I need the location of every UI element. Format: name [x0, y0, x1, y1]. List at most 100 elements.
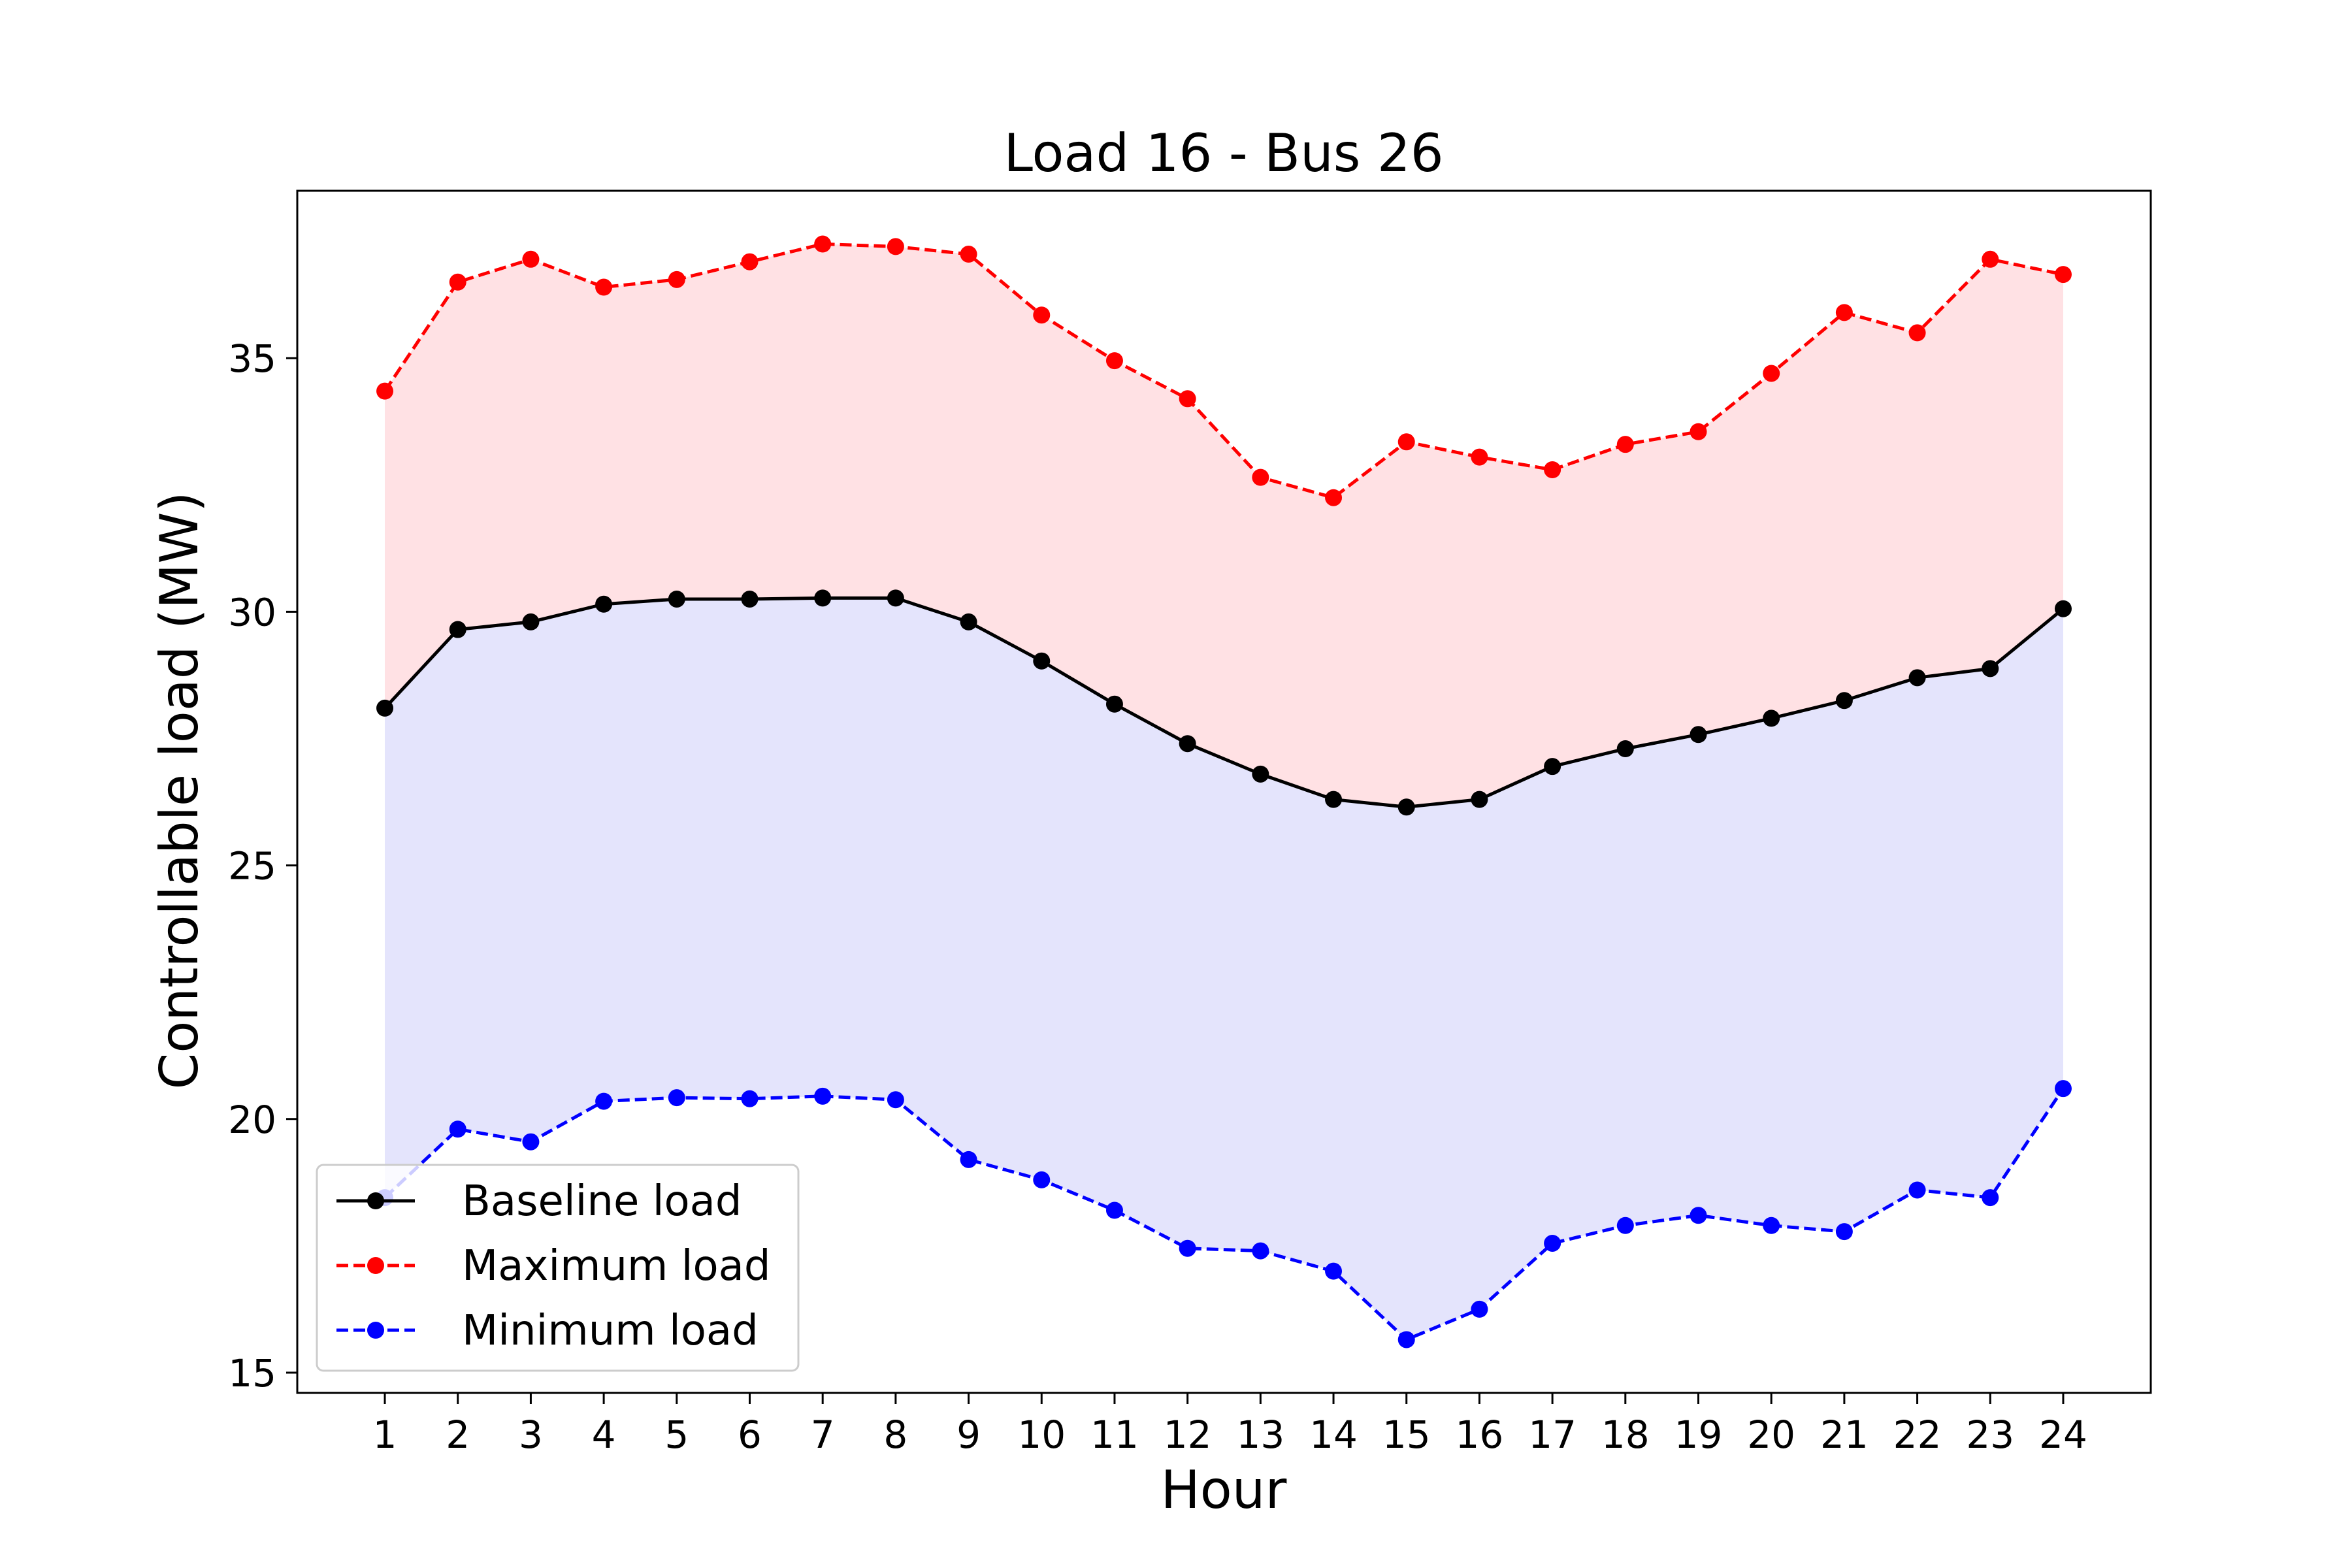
- point-maximum-load-12: [1179, 390, 1196, 408]
- point-maximum-load-10: [1033, 306, 1051, 324]
- x-tick-label-23: 23: [1966, 1413, 2014, 1457]
- point-maximum-load-17: [1544, 461, 1561, 479]
- legend-box: [316, 1164, 800, 1372]
- point-baseline-load-14: [1325, 791, 1343, 808]
- series-line-baseline-load: [384, 596, 2065, 809]
- x-axis-ticks: 1 2 3 4 5 6 7 8 9 10 11 12 13 14 15 16 17 18 19 20 21 22 23 24: [373, 1393, 2087, 1457]
- point-minimum-load-16: [1471, 1300, 1488, 1318]
- legend-entry-minimum-load: Minimum load: [336, 1307, 759, 1355]
- point-minimum-load-23: [1982, 1189, 1999, 1207]
- legend: Baseline load Maximum load Minimum load: [316, 1164, 800, 1372]
- x-tick-label-8: 8: [883, 1413, 907, 1457]
- point-maximum-load-22: [1908, 324, 1926, 342]
- x-tick-label-21: 21: [1820, 1413, 1869, 1457]
- point-maximum-load-9: [960, 246, 977, 263]
- point-baseline-load-20: [1763, 710, 1780, 727]
- x-tick-label-6: 6: [738, 1413, 762, 1457]
- fill-regions: [385, 244, 2063, 1340]
- point-minimum-load-3: [522, 1133, 540, 1151]
- point-minimum-load-20: [1763, 1217, 1780, 1234]
- point-minimum-load-24: [2054, 1080, 2072, 1098]
- point-baseline-load-12: [1179, 735, 1196, 753]
- point-minimum-load-8: [887, 1091, 904, 1109]
- point-baseline-load-4: [595, 595, 613, 613]
- point-baseline-load-19: [1690, 726, 1707, 743]
- point-maximum-load-20: [1763, 365, 1780, 382]
- point-minimum-load-14: [1325, 1262, 1343, 1280]
- point-baseline-load-6: [741, 590, 759, 608]
- x-tick-label-24: 24: [2039, 1413, 2087, 1457]
- point-baseline-load-17: [1544, 758, 1561, 776]
- x-tick-label-7: 7: [811, 1413, 835, 1457]
- point-minimum-load-11: [1105, 1201, 1123, 1219]
- series-line-minimum-load: [384, 1087, 2065, 1341]
- x-tick-label-4: 4: [592, 1413, 616, 1457]
- x-tick-label-18: 18: [1601, 1413, 1650, 1457]
- x-tick-label-19: 19: [1674, 1413, 1723, 1457]
- x-tick-label-11: 11: [1090, 1413, 1139, 1457]
- x-tick-label-12: 12: [1164, 1413, 1212, 1457]
- point-maximum-load-3: [522, 250, 540, 268]
- point-minimum-load-19: [1690, 1207, 1707, 1224]
- point-minimum-load-15: [1397, 1331, 1415, 1348]
- y-tick-label-20: 20: [228, 1098, 276, 1142]
- point-baseline-load-10: [1033, 652, 1051, 670]
- point-maximum-load-2: [449, 273, 466, 291]
- point-minimum-load-22: [1908, 1181, 1926, 1199]
- fill-region-1: [385, 598, 2063, 1340]
- y-tick-label-30: 30: [228, 590, 276, 634]
- point-maximum-load-16: [1471, 448, 1488, 466]
- point-maximum-load-5: [668, 270, 685, 288]
- point-minimum-load-9: [960, 1151, 977, 1168]
- point-baseline-load-1: [376, 699, 394, 717]
- point-minimum-load-17: [1544, 1234, 1561, 1252]
- x-tick-label-2: 2: [446, 1413, 470, 1457]
- point-minimum-load-7: [814, 1087, 832, 1105]
- point-baseline-load-5: [668, 590, 685, 608]
- point-baseline-load-7: [814, 589, 832, 607]
- point-baseline-load-18: [1616, 740, 1634, 758]
- point-baseline-load-22: [1908, 669, 1926, 687]
- point-baseline-load-15: [1397, 798, 1415, 816]
- x-tick-label-20: 20: [1747, 1413, 1795, 1457]
- legend-entry-baseline-load: Baseline load: [336, 1177, 742, 1226]
- x-tick-label-17: 17: [1528, 1413, 1576, 1457]
- point-maximum-load-4: [595, 278, 613, 296]
- x-tick-label-5: 5: [664, 1413, 689, 1457]
- series-maximum-load: [376, 235, 2072, 506]
- chart-title: Load 16 - Bus 26: [1004, 123, 1443, 184]
- point-baseline-load-3: [522, 613, 540, 630]
- point-baseline-load-13: [1252, 765, 1269, 783]
- point-maximum-load-1: [376, 382, 394, 400]
- point-maximum-load-21: [1835, 304, 1853, 321]
- point-minimum-load-6: [741, 1090, 759, 1107]
- point-baseline-load-16: [1471, 791, 1488, 808]
- plot-frame: [296, 189, 2152, 1394]
- x-tick-label-1: 1: [373, 1413, 397, 1457]
- x-tick-label-10: 10: [1017, 1413, 1066, 1457]
- point-baseline-load-21: [1835, 692, 1853, 710]
- point-maximum-load-13: [1252, 468, 1269, 486]
- point-minimum-load-4: [595, 1092, 613, 1110]
- y-tick-label-25: 25: [228, 844, 276, 889]
- x-tick-label-16: 16: [1456, 1413, 1504, 1457]
- y-tick-label-15: 15: [228, 1351, 276, 1396]
- point-baseline-load-11: [1105, 695, 1123, 713]
- legend-swatch-marker-baseline-load: [367, 1192, 384, 1209]
- y-axis-label: Controllable load (MW): [149, 491, 210, 1089]
- x-tick-label-15: 15: [1382, 1413, 1431, 1457]
- x-tick-label-14: 14: [1309, 1413, 1358, 1457]
- point-minimum-load-21: [1835, 1223, 1853, 1241]
- point-maximum-load-6: [741, 253, 759, 270]
- y-axis-ticks: 15 20 25 30 35: [228, 336, 297, 1396]
- point-baseline-load-24: [2054, 600, 2072, 617]
- x-tick-label-3: 3: [519, 1413, 543, 1457]
- x-tick-label-13: 13: [1236, 1413, 1284, 1457]
- point-maximum-load-24: [2054, 266, 2072, 284]
- x-tick-label-22: 22: [1893, 1413, 1942, 1457]
- x-axis-label: Hour: [1161, 1460, 1287, 1520]
- point-maximum-load-18: [1616, 436, 1634, 453]
- point-maximum-load-11: [1105, 352, 1123, 370]
- point-minimum-load-5: [668, 1089, 685, 1107]
